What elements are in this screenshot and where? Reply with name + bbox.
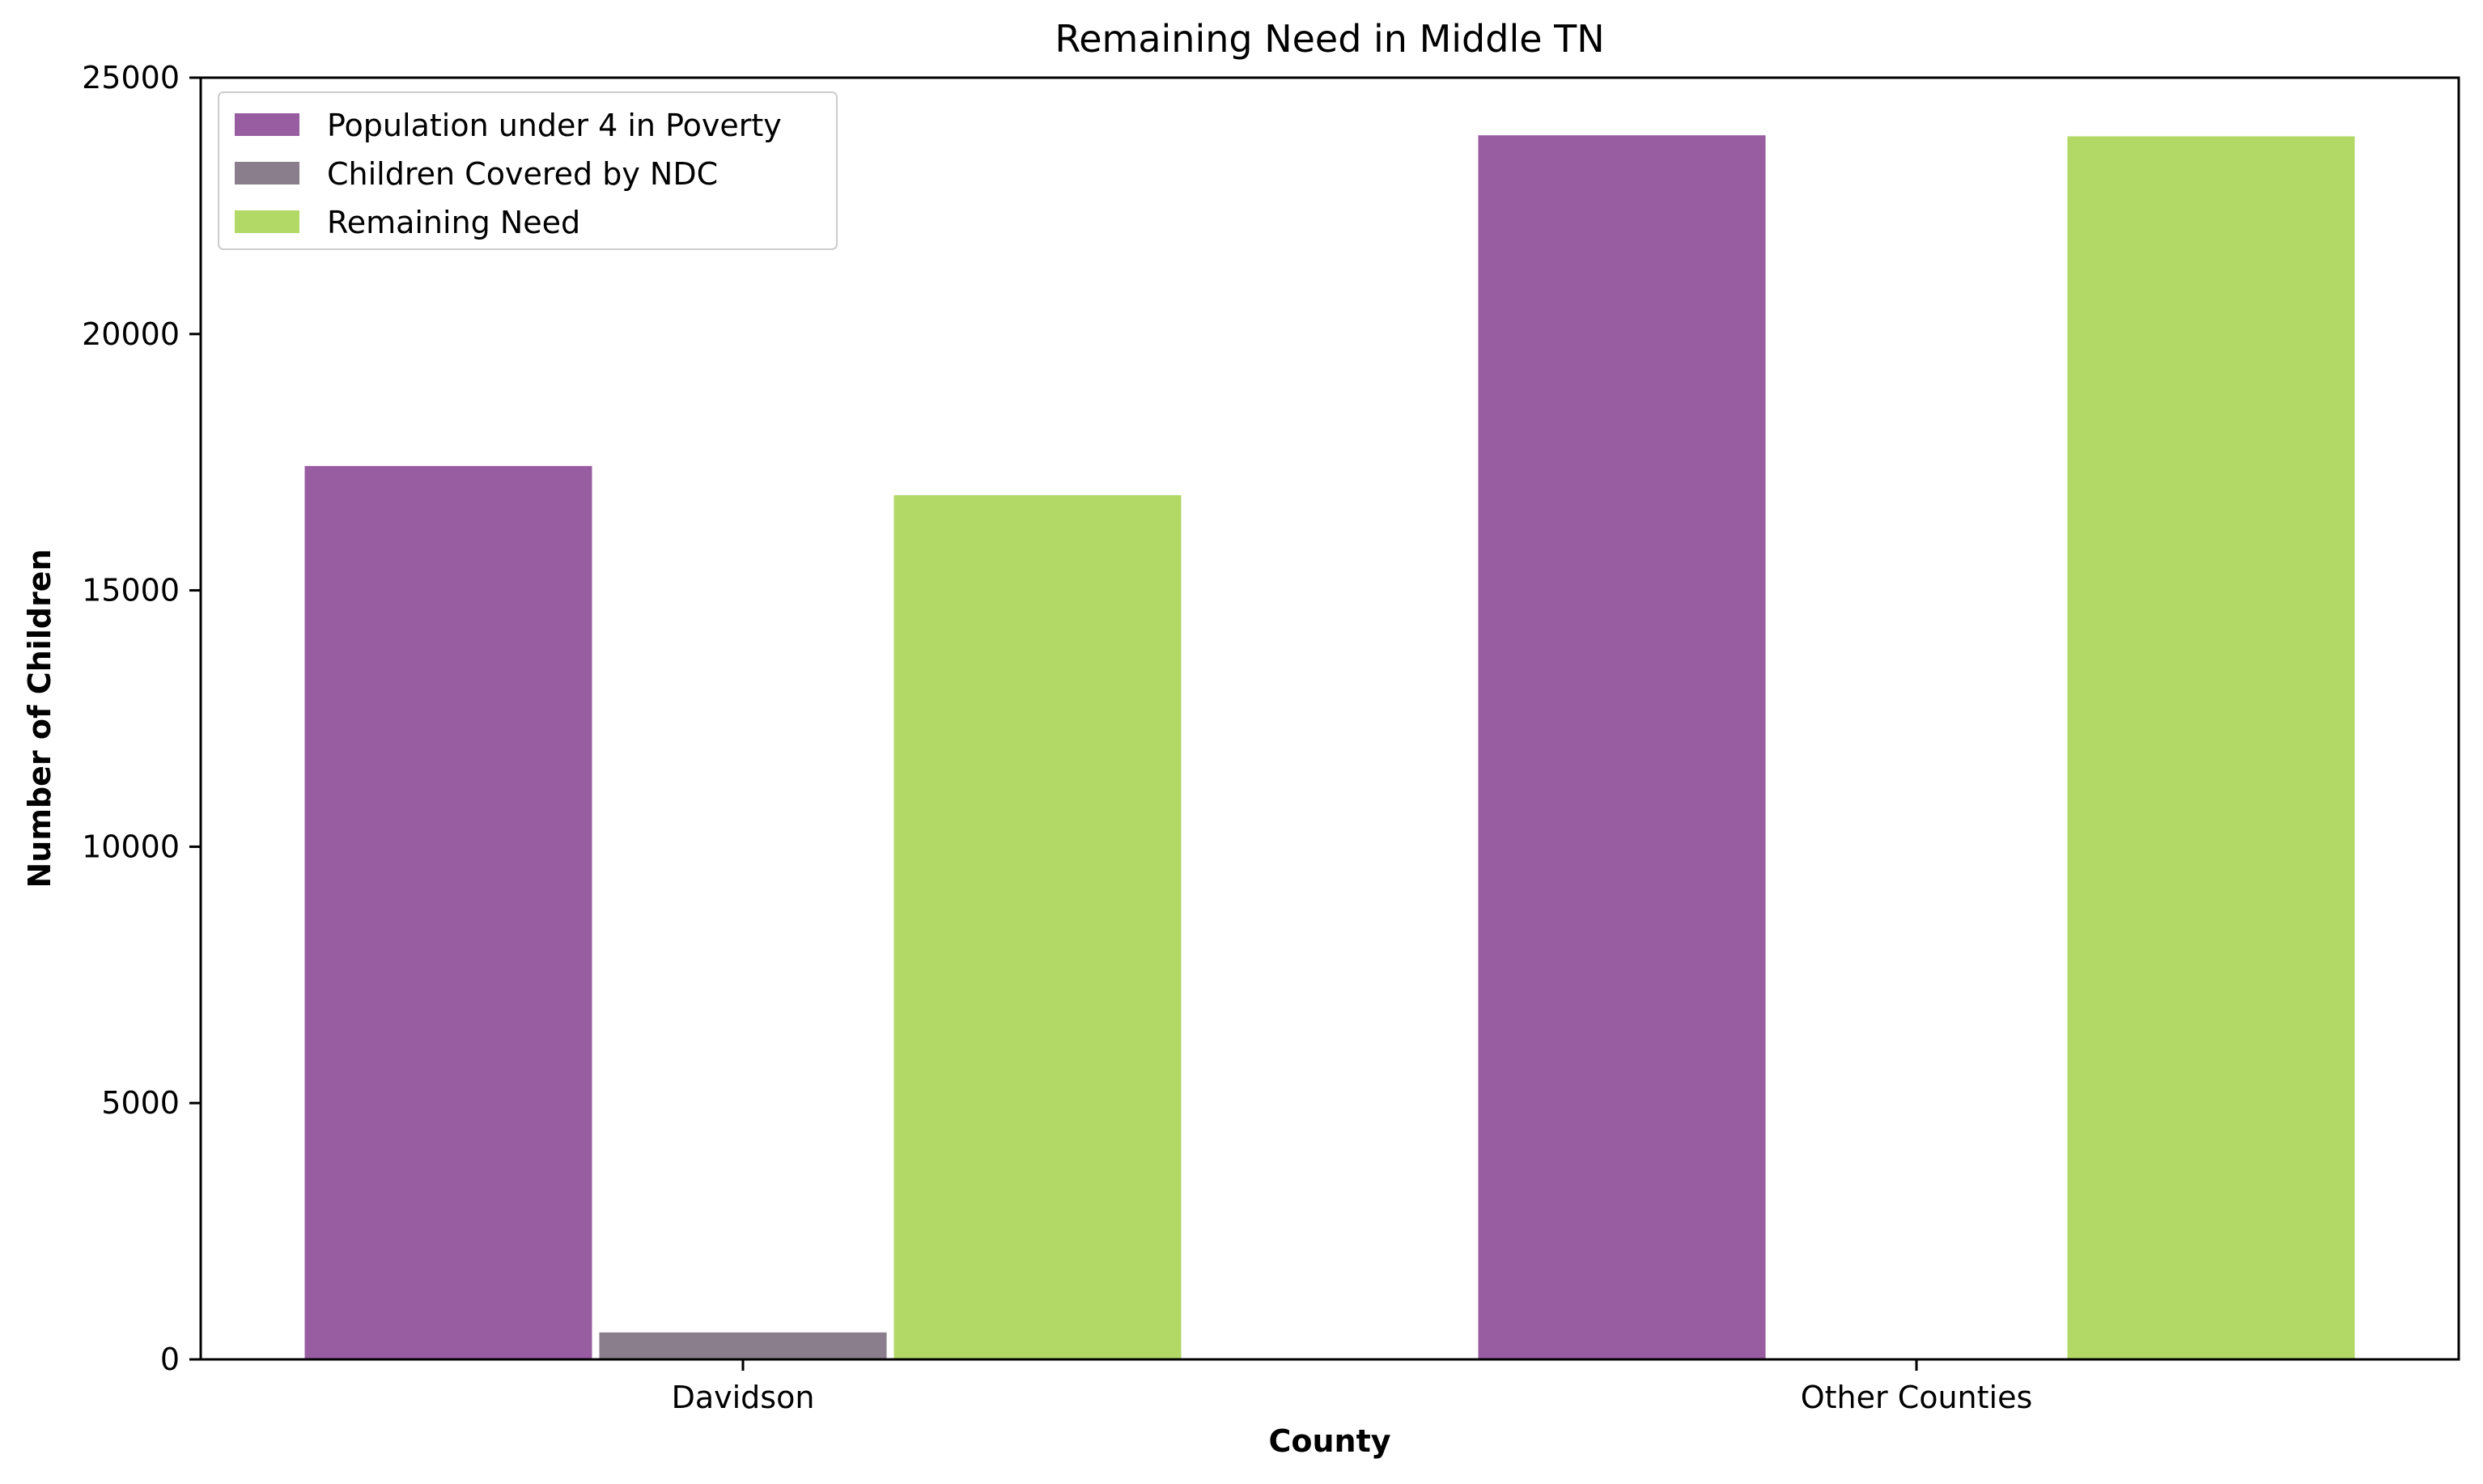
bar-other-counties-series-3 xyxy=(2065,134,2358,1361)
bar-other-counties-series-1 xyxy=(1475,133,1768,1361)
y-tick-label: 0 xyxy=(160,1342,180,1377)
legend-label: Population under 4 in Poverty xyxy=(327,108,782,143)
bar-davidson-series-1 xyxy=(302,463,595,1361)
legend-swatch xyxy=(235,210,299,233)
y-tick-label: 5000 xyxy=(101,1085,180,1121)
legend-label: Remaining Need xyxy=(327,205,580,240)
bar-davidson-series-3 xyxy=(891,493,1184,1361)
y-tick-label: 25000 xyxy=(82,60,180,95)
x-axis: Davidson Other Counties xyxy=(672,1359,2033,1415)
plot-frame xyxy=(199,76,2460,1361)
x-axis-title: County xyxy=(1268,1423,1390,1459)
x-tick-label: Davidson xyxy=(672,1380,815,1415)
y-axis: 0 5000 10000 15000 20000 25000 xyxy=(82,60,201,1377)
bars-layer xyxy=(302,133,2358,1361)
y-tick-label: 10000 xyxy=(82,829,180,864)
legend-swatch xyxy=(235,113,299,136)
y-tick-label: 20000 xyxy=(82,316,180,352)
legend: Population under 4 in Poverty Children Co… xyxy=(218,91,838,250)
legend-label: Children Covered by NDC xyxy=(327,156,718,192)
legend-box xyxy=(218,91,838,250)
y-axis-title: Number of Children xyxy=(22,549,57,888)
y-tick-label: 15000 xyxy=(82,573,180,608)
bar-davidson-series-2 xyxy=(596,1329,889,1361)
chart-title: Remaining Need in Middle TN xyxy=(1055,17,1604,61)
x-tick-label: Other Counties xyxy=(1801,1380,2033,1415)
legend-swatch xyxy=(235,162,299,184)
